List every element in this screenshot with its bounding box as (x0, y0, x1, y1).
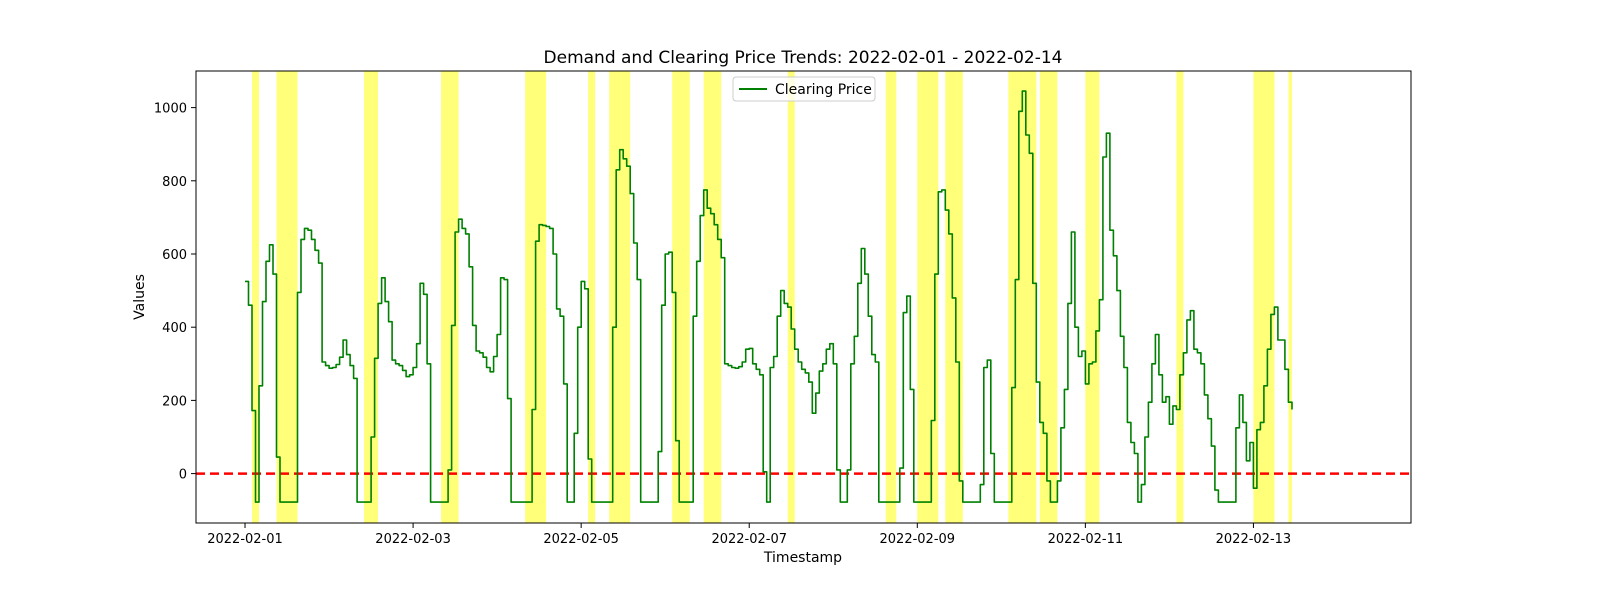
highlight-period-14 (1039, 71, 1058, 523)
chart-title: Demand and Clearing Price Trends: 2022-0… (544, 48, 1063, 68)
y-tick-label-4: 800 (162, 175, 187, 190)
y-tick-label-1: 200 (162, 394, 187, 409)
x-tick-label-4: 2022-02-09 (880, 532, 956, 547)
highlight-period-9 (787, 71, 795, 523)
legend: Clearing Price (732, 76, 876, 102)
highlight-period-1 (276, 71, 298, 523)
highlight-period-5 (588, 71, 596, 523)
x-axis-label: Timestamp (763, 550, 842, 566)
highlight-periods (252, 71, 1292, 523)
highlight-period-6 (609, 71, 631, 523)
x-tick-label-3: 2022-02-07 (711, 532, 787, 547)
series-line-0 (245, 90, 1293, 503)
highlight-period-13 (1008, 71, 1037, 523)
y-tick-label-3: 600 (162, 248, 187, 263)
highlight-period-8 (703, 71, 722, 523)
highlight-period-18 (1288, 71, 1292, 523)
highlight-period-15 (1085, 71, 1100, 523)
y-tick-label-2: 400 (162, 321, 187, 336)
highlight-period-0 (252, 71, 260, 523)
highlight-period-12 (945, 71, 963, 523)
x-tick-label-1: 2022-02-03 (375, 532, 451, 547)
highlight-period-16 (1176, 71, 1184, 523)
highlight-period-17 (1253, 71, 1275, 523)
y-tick-label-0: 0 (179, 468, 187, 483)
highlight-period-10 (885, 71, 897, 523)
y-axis-label: Values (132, 274, 148, 320)
x-tick-label-5: 2022-02-11 (1048, 532, 1124, 547)
highlight-period-7 (672, 71, 690, 523)
highlight-period-3 (441, 71, 459, 523)
x-tick-label-0: 2022-02-01 (207, 532, 283, 547)
axis-ticks: 2022-02-01 2022-02-03 2022-02-05 2022-02-07… (154, 102, 1291, 547)
x-tick-label-6: 2022-02-13 (1216, 532, 1292, 547)
legend-box (732, 76, 876, 102)
highlight-period-11 (917, 71, 939, 523)
y-tick-label-5: 1000 (154, 102, 187, 117)
legend-label-clearing-price: Clearing Price (775, 82, 872, 98)
x-tick-label-2: 2022-02-05 (543, 532, 619, 547)
plot-frame (195, 70, 1412, 524)
series-group (245, 90, 1293, 503)
